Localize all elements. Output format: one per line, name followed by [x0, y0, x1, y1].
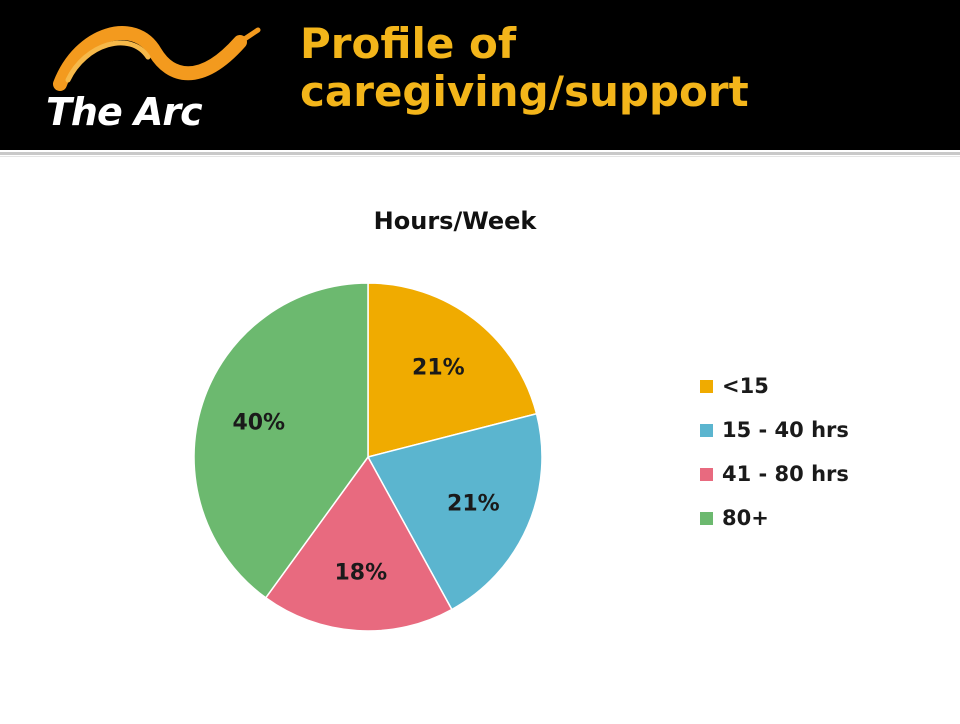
- legend-swatch-15-40-hrs: [700, 424, 713, 437]
- slide-title-line-1: Profile of: [300, 19, 517, 68]
- legend-swatch-41-80-hrs: [700, 468, 713, 481]
- slide-header: The Arc Profile of caregiving/support: [0, 0, 960, 150]
- pie-chart: Hours/Week 21% 21% 18% 40% <15 15 - 40 hrs 41…: [193, 207, 849, 632]
- data-label-80: 40%: [232, 411, 285, 436]
- legend-swatch-80: [700, 512, 713, 525]
- slide-title: Profile of caregiving/support: [300, 20, 940, 116]
- legend-label-15-40-hrs: 15 - 40 hrs: [722, 418, 849, 442]
- pie-chart-area: Hours/Week 21% 21% 18% 40% <15 15 - 40 hrs 41…: [0, 160, 960, 720]
- header-divider-thin: [0, 156, 960, 157]
- the-arc-logo: The Arc: [40, 22, 270, 142]
- data-label-41-80-hrs: 18%: [334, 561, 387, 586]
- header-divider: [0, 152, 960, 155]
- data-label-15-40-hrs: 21%: [447, 492, 500, 517]
- slide-title-line-2: caregiving/support: [300, 67, 749, 116]
- pie-slice-15: [367, 282, 538, 458]
- data-label-15: 21%: [412, 355, 465, 380]
- legend-label-41-80-hrs: 41 - 80 hrs: [722, 462, 849, 486]
- chart-title: Hours/Week: [374, 207, 538, 235]
- chart-legend: <15 15 - 40 hrs 41 - 80 hrs 80+: [700, 374, 849, 530]
- legend-label-15: <15: [722, 374, 769, 398]
- pie-slice-15-40-hrs: [366, 412, 543, 611]
- pie-slices: [193, 282, 543, 632]
- legend-swatch-15: [700, 380, 713, 393]
- pie-data-labels: 21% 21% 18% 40%: [232, 355, 499, 585]
- arc-swoosh-icon: [53, 26, 261, 91]
- pie-slice-41-80-hrs: [264, 455, 453, 632]
- pie-slice-80: [193, 282, 369, 599]
- legend-label-80: 80+: [722, 506, 769, 530]
- logo-text: The Arc: [46, 90, 203, 134]
